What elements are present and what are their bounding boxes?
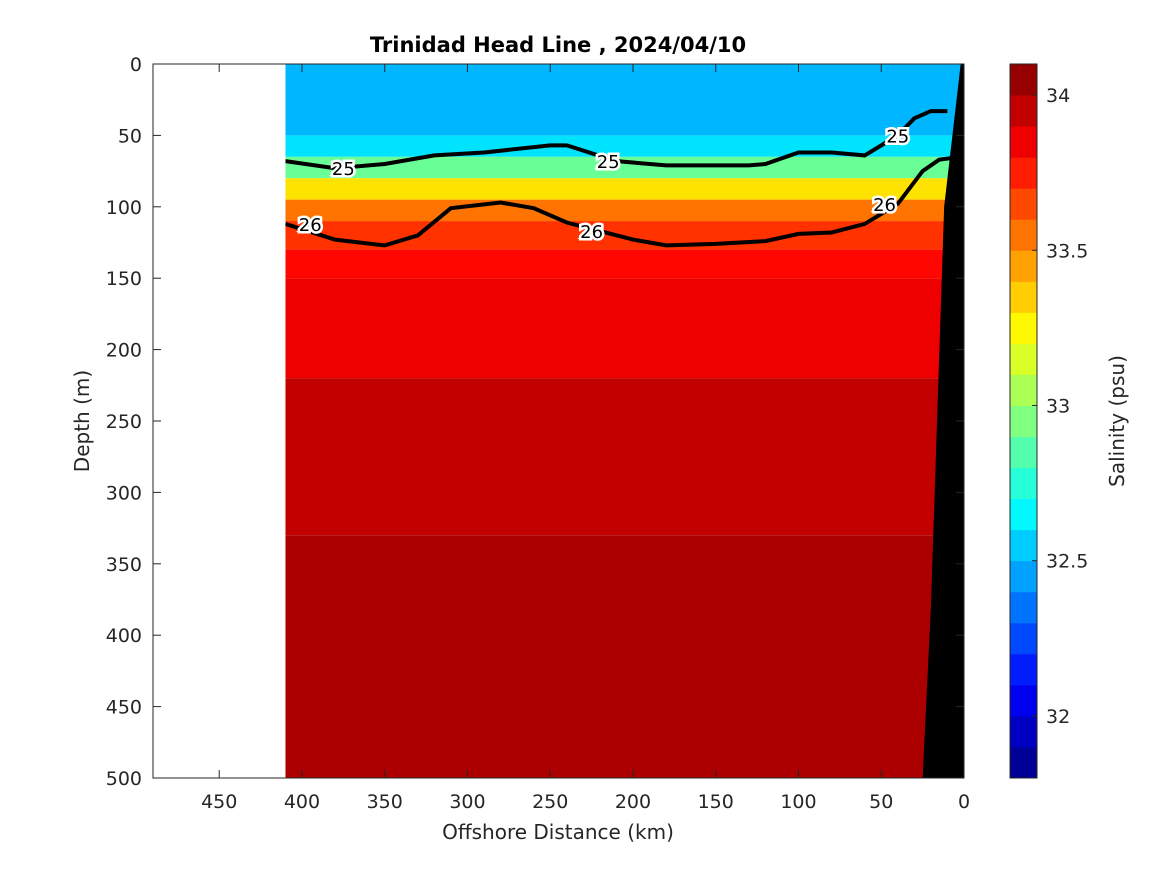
x-tick-label: 250 [532, 791, 568, 813]
contour-label: 26 [299, 215, 322, 236]
x-tick-label: 400 [284, 791, 320, 813]
contour-label: 25 [332, 159, 355, 180]
y-tick-label: 0 [130, 54, 142, 76]
y-tick-label: 250 [106, 411, 142, 433]
x-axis-ticks: 450 400 350 300 250 200 150 100 50 0 [201, 64, 970, 813]
colorbar-band [1010, 64, 1037, 96]
y-tick-label: 400 [106, 625, 142, 647]
colorbar-tick-label: 33.5 [1046, 240, 1088, 262]
x-tick-label: 450 [201, 791, 237, 813]
colorbar-label: Salinity (psu) [1105, 355, 1129, 487]
y-tick-label: 500 [106, 768, 142, 790]
colorbar-band [1010, 653, 1037, 686]
x-tick-label: 200 [615, 791, 651, 813]
colorbar-band [1010, 343, 1037, 375]
salinity-layer [285, 178, 964, 200]
density-contour-25 [285, 109, 948, 171]
colorbar-band [1010, 312, 1037, 344]
salinity-layer [285, 156, 964, 179]
x-tick-label: 0 [958, 791, 970, 813]
colorbar-tick-label: 34 [1046, 85, 1070, 107]
salinity-layer [285, 249, 964, 279]
density-contour-26 [285, 156, 952, 248]
colorbar-band [1010, 157, 1037, 189]
y-tick-label: 100 [106, 197, 142, 219]
colorbar-band [1010, 95, 1037, 127]
x-tick-label: 100 [780, 791, 816, 813]
salinity-layer [285, 535, 964, 778]
salinity-layer [285, 64, 964, 136]
y-tick-label: 50 [118, 125, 142, 147]
contour-label: 25 [886, 126, 909, 147]
colorbar-band [1010, 281, 1037, 313]
y-tick-label: 450 [106, 697, 142, 719]
colorbar-band [1010, 715, 1037, 748]
contour-label: 25 [597, 152, 620, 173]
x-tick-label: 50 [869, 791, 893, 813]
colorbar-band [1010, 126, 1037, 158]
x-axis-label: Offshore Distance (km) [442, 820, 674, 844]
seafloor-mask [922, 64, 964, 778]
contour-label: 26 [873, 195, 896, 216]
colorbar-band [1010, 684, 1037, 717]
colorbar-tick-label: 32 [1046, 706, 1070, 728]
colorbar-band [1010, 746, 1037, 779]
x-tick-label: 300 [449, 791, 485, 813]
y-tick-label: 350 [106, 554, 142, 576]
y-tick-label: 200 [106, 340, 142, 362]
colorbar-tick-label: 32.5 [1046, 551, 1088, 573]
salinity-layer [285, 378, 964, 536]
colorbar-band [1010, 529, 1037, 562]
x-tick-label: 150 [698, 791, 734, 813]
colorbar-band [1010, 436, 1037, 469]
colorbar-band [1010, 188, 1037, 220]
y-axis-label: Depth (m) [70, 370, 94, 472]
colorbar-band [1010, 622, 1037, 655]
colorbar: 32 32.5 33 33.5 34 [1009, 63, 1088, 779]
chart-title: Trinidad Head Line , 2024/04/10 [370, 33, 746, 57]
y-tick-label: 150 [106, 268, 142, 290]
colorbar-band [1010, 374, 1037, 406]
contour-label: 26 [580, 222, 603, 243]
colorbar-band [1010, 219, 1037, 251]
salinity-layer [285, 278, 964, 379]
colorbar-tick-label: 33 [1046, 395, 1070, 417]
colorbar-band [1010, 250, 1037, 282]
salinity-layer [285, 199, 964, 222]
plot-area: 25 25 25 26 26 26 [152, 63, 965, 779]
x-tick-label: 350 [367, 791, 403, 813]
salinity-field [285, 64, 964, 778]
colorbar-band [1010, 591, 1037, 624]
colorbar-band [1010, 498, 1037, 531]
y-tick-label: 300 [106, 482, 142, 504]
colorbar-band [1010, 560, 1037, 593]
salinity-layer [285, 135, 964, 157]
colorbar-band [1010, 467, 1037, 500]
colorbar-band [1010, 405, 1037, 438]
y-axis-ticks: 0 50 100 150 200 250 300 350 400 450 500 [106, 54, 964, 790]
